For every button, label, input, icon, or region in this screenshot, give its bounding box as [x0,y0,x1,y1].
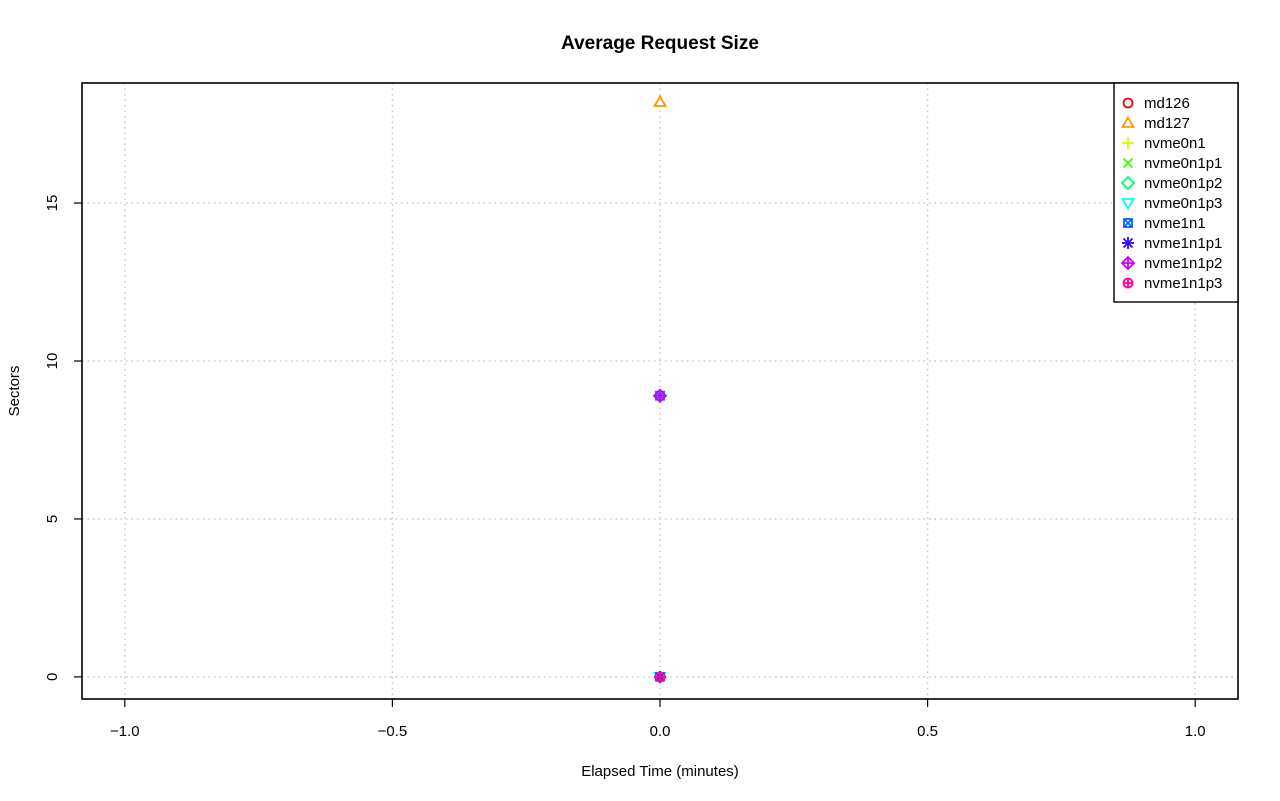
legend-marker [1122,277,1134,289]
legend-entry: md127 [1120,115,1190,132]
data-point [654,671,666,683]
legend-entry: nvme1n1 [1123,215,1206,232]
legend-label: nvme1n1p2 [1144,255,1222,272]
y-tick-label: 15 [44,195,61,212]
y-tick-label: 5 [44,515,61,523]
legend-box [1113,82,1239,303]
legend-label: nvme0n1p3 [1144,195,1222,212]
x-axis-label: Elapsed Time (minutes) [581,763,739,780]
legend-entry: nvme1n1p1 [1122,235,1222,252]
legend-label: nvme0n1 [1144,135,1206,152]
legend-entry: nvme0n1 [1122,135,1206,152]
legend-marker [1120,255,1136,271]
y-tick-label: 10 [44,353,61,370]
legend-marker [1122,157,1134,169]
legend-marker [1122,97,1134,109]
x-tick-label: 0.0 [650,723,671,740]
legend-label: nvme1n1p1 [1144,235,1222,252]
legend-marker [1122,237,1134,249]
legend-label: nvme0n1p1 [1144,155,1222,172]
legend-marker [1120,115,1136,128]
legend-label: nvme0n1p2 [1144,175,1222,192]
chart-title: Average Request Size [561,33,759,54]
legend-label: md126 [1144,95,1190,112]
legend-marker [1123,218,1133,228]
legend-label: nvme1n1 [1144,215,1206,232]
data-point [652,388,668,404]
legend-entry: md126 [1122,95,1190,112]
data-points [652,94,668,685]
x-tick-label: 0.5 [917,723,938,740]
x-tick-label: 1.0 [1185,723,1206,740]
x-tick-label: −1.0 [110,723,140,740]
axis-ticks: −1.0 −0.5 0.0 0.5 1.0 0 5 10 15 [44,195,1206,740]
legend-marker [1122,137,1134,149]
data-point [652,94,668,107]
legend-marker [1120,198,1136,211]
legend-entry: nvme1n1p3 [1122,275,1222,292]
plot-frame [81,82,1239,700]
legend-entry: nvme0n1p3 [1120,195,1222,212]
x-tick-label: −0.5 [378,723,408,740]
legend: md126 md127 nvme0n1 nvme0n1p1 nvme0n1p2 nvme0… [1113,82,1239,303]
legend-label: md127 [1144,115,1190,132]
y-tick-label: 0 [44,673,61,681]
y-axis-label: Sectors [6,366,23,417]
legend-marker [1120,175,1136,191]
legend-entry: nvme1n1p2 [1120,255,1222,272]
legend-entry: nvme0n1p1 [1122,155,1222,172]
legend-entry: nvme0n1p2 [1120,175,1222,192]
legend-label: nvme1n1p3 [1144,275,1222,292]
